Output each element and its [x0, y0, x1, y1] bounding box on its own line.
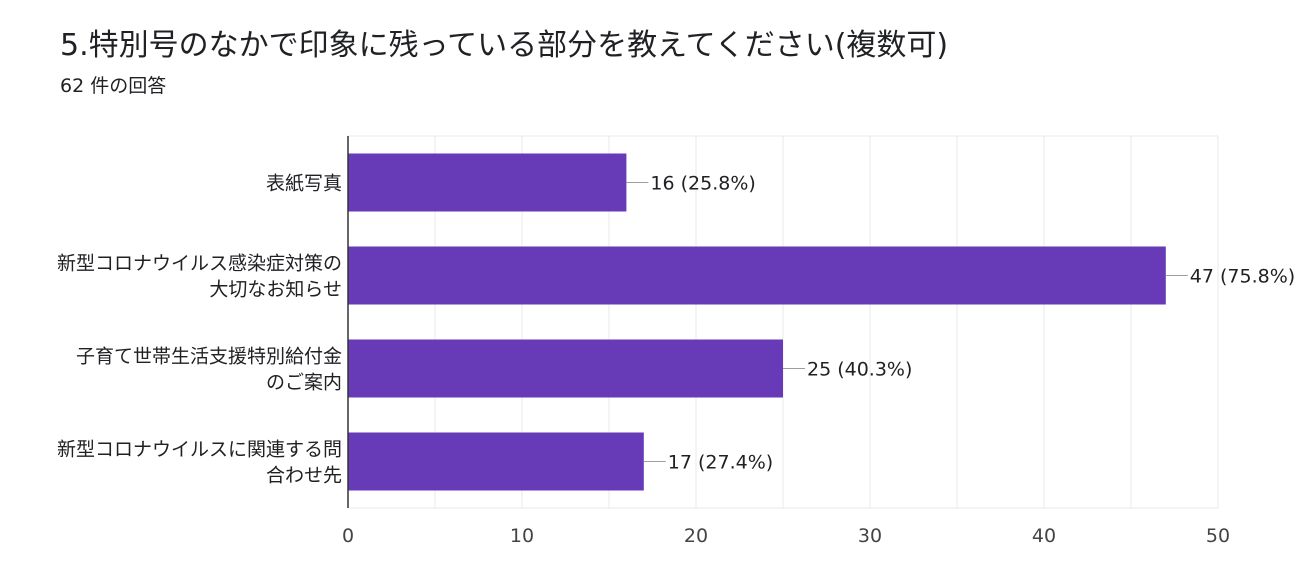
- data-label: 25 (40.3%): [807, 359, 912, 381]
- bar-layer: [348, 153, 1166, 491]
- x-tick-label: 20: [684, 525, 708, 547]
- bar: [348, 153, 627, 212]
- data-label: 47 (75.8%): [1190, 266, 1295, 288]
- category-label: 新型コロナウイルス感染症対策の: [57, 253, 342, 275]
- category-label: 子育て世帯生活支援特別給付金: [76, 346, 342, 368]
- chart-title: 5.特別号のなかで印象に残っている部分を教えてください(複数可): [60, 28, 949, 63]
- category-label: 合わせ先: [266, 465, 342, 487]
- data-label: 17 (27.4%): [668, 452, 773, 474]
- x-tick-label: 50: [1206, 525, 1230, 547]
- category-label: 新型コロナウイルスに関連する問: [57, 439, 342, 461]
- x-tick-label: 30: [858, 525, 882, 547]
- label-layer: 0 10 20 30 40 50 16 (25.8%) 表紙写真 47 (75.8%) 新型コロナ…: [57, 136, 1295, 547]
- category-label: のご案内: [266, 372, 342, 394]
- bar: [348, 432, 644, 491]
- category-label: 表紙写真: [266, 173, 342, 195]
- x-tick-label: 40: [1032, 525, 1056, 547]
- category-label: 大切なお知らせ: [209, 279, 342, 301]
- x-tick-label: 0: [342, 525, 354, 547]
- response-count: 62 件の回答: [60, 75, 167, 97]
- bar: [348, 339, 783, 398]
- data-label: 16 (25.8%): [650, 173, 755, 195]
- bar: [348, 246, 1166, 305]
- x-tick-label: 10: [510, 525, 534, 547]
